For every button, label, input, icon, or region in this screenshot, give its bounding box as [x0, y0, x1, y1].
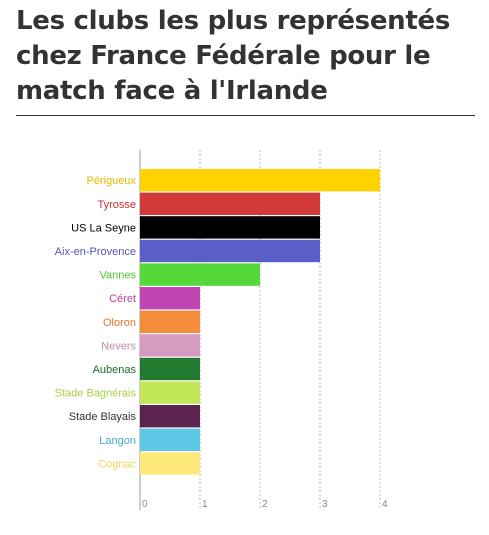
bar-oloron[interactable] — [140, 310, 200, 333]
bar-vannes[interactable] — [140, 263, 260, 286]
bar-aubenas[interactable] — [140, 357, 200, 381]
bars — [140, 169, 380, 475]
bar-p-rigueux[interactable] — [140, 169, 380, 192]
x-tick-label-4: 4 — [382, 499, 388, 510]
x-tick-label-2: 2 — [262, 499, 268, 510]
bar-langon[interactable] — [140, 428, 200, 451]
bar-c-ret[interactable] — [140, 287, 200, 310]
category-label: Tyrosse — [97, 199, 136, 211]
category-label: Cognac — [98, 458, 136, 470]
bar-nevers[interactable] — [140, 334, 200, 357]
category-label: Stade Bagnérais — [55, 388, 137, 400]
category-label: US La Seyne — [71, 222, 136, 234]
category-label: Nevers — [101, 340, 136, 352]
x-tick-label-0: 0 — [142, 499, 148, 510]
category-label: Périgueux — [86, 175, 136, 187]
category-label: Vannes — [100, 270, 137, 282]
category-label: Oloron — [103, 317, 136, 329]
bar-aix-en-provence[interactable] — [140, 239, 320, 263]
x-tick-label-3: 3 — [322, 499, 328, 510]
category-label: Stade Blayais — [69, 411, 137, 423]
x-tick-labels: 0 1 2 3 4 — [142, 499, 388, 510]
chart-title: Les clubs les plus représentés chez Fran… — [16, 6, 451, 106]
category-label: Langon — [99, 435, 136, 447]
bar-stade-blayais[interactable] — [140, 405, 200, 428]
x-tick-label-1: 1 — [202, 499, 208, 510]
bar-tyrosse[interactable] — [140, 192, 320, 215]
category-label: Aix-en-Provence — [55, 246, 136, 258]
category-label: Aubenas — [93, 364, 137, 376]
bar-cognac[interactable] — [140, 452, 200, 475]
bar-stade-bagn-rais[interactable] — [140, 381, 200, 404]
category-labels: Périgueux Tyrosse US La Seyne Aix-en-Proven… — [55, 175, 137, 470]
title-underline — [16, 115, 475, 116]
bar-us-la-seyne[interactable] — [140, 216, 320, 239]
category-label: Céret — [109, 293, 136, 305]
